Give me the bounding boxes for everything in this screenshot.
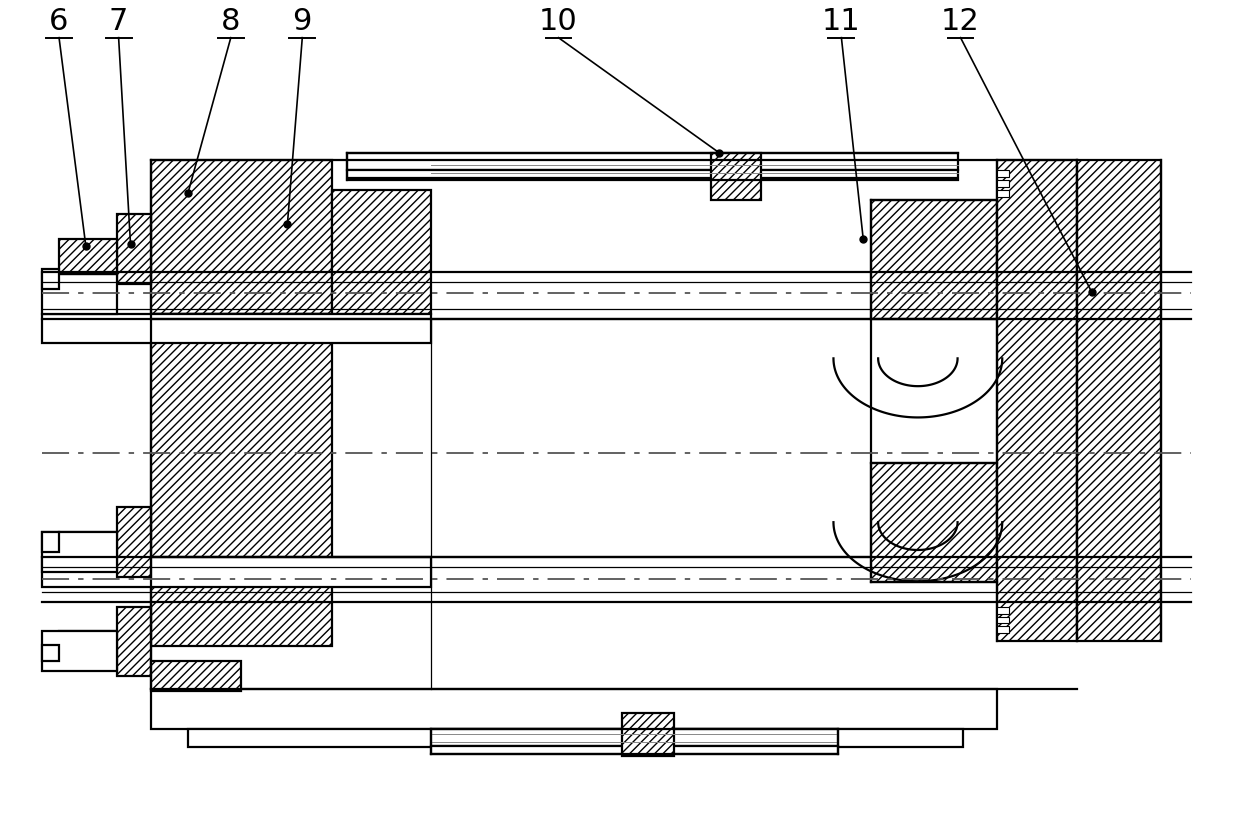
Bar: [117, 606, 151, 676]
Bar: [997, 616, 1009, 624]
Bar: [997, 160, 1076, 641]
Bar: [151, 314, 332, 333]
Bar: [42, 269, 60, 289]
Bar: [42, 532, 117, 572]
Bar: [1076, 160, 1161, 641]
Bar: [60, 631, 117, 666]
Bar: [188, 728, 962, 747]
Bar: [151, 689, 997, 728]
Bar: [997, 180, 1009, 186]
Bar: [117, 507, 151, 577]
Text: 8: 8: [221, 7, 241, 35]
Bar: [712, 153, 761, 200]
Bar: [117, 214, 151, 284]
Bar: [622, 713, 673, 756]
Text: 10: 10: [539, 7, 578, 35]
Bar: [151, 160, 332, 314]
Bar: [432, 746, 838, 753]
Bar: [42, 532, 60, 552]
Bar: [42, 557, 432, 587]
Bar: [347, 170, 957, 177]
Bar: [60, 239, 117, 274]
Text: 9: 9: [293, 7, 312, 35]
Bar: [997, 606, 1009, 614]
Bar: [151, 314, 332, 646]
Bar: [332, 190, 432, 314]
Bar: [347, 153, 957, 170]
Bar: [60, 532, 117, 567]
Bar: [872, 200, 997, 318]
Bar: [151, 661, 241, 691]
Bar: [997, 190, 1009, 196]
Bar: [42, 274, 117, 314]
Bar: [42, 631, 117, 671]
Text: 7: 7: [109, 7, 128, 35]
Text: 12: 12: [941, 7, 980, 35]
Text: 6: 6: [50, 7, 68, 35]
Bar: [432, 728, 838, 746]
Bar: [42, 645, 60, 661]
Bar: [42, 314, 432, 343]
Bar: [872, 463, 997, 582]
Text: 11: 11: [822, 7, 861, 35]
Bar: [997, 170, 1009, 177]
Bar: [997, 626, 1009, 634]
